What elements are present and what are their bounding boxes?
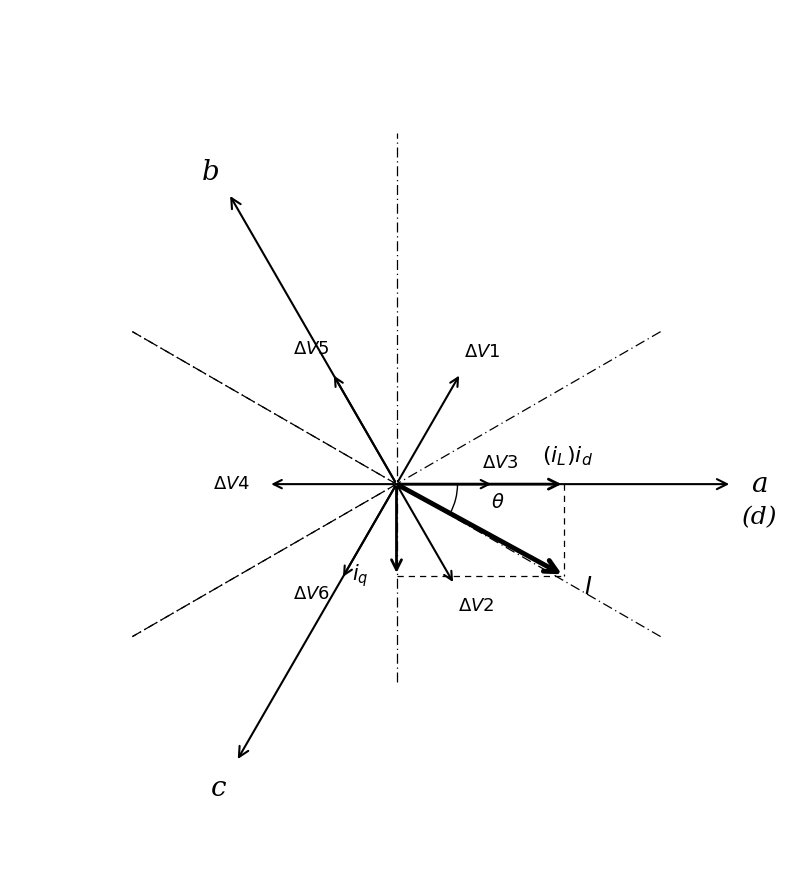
Text: $\Delta V2$: $\Delta V2$ xyxy=(458,597,494,615)
Text: c: c xyxy=(210,775,226,803)
Text: $\Delta V6$: $\Delta V6$ xyxy=(293,585,330,604)
Text: $(i_L)i_d$: $(i_L)i_d$ xyxy=(542,445,592,468)
Text: $\Delta V4$: $\Delta V4$ xyxy=(213,475,251,493)
Text: $I$: $I$ xyxy=(584,576,593,599)
Text: $\Delta V5$: $\Delta V5$ xyxy=(293,340,329,358)
Text: $\theta$: $\theta$ xyxy=(491,492,504,512)
Text: (d): (d) xyxy=(741,506,777,529)
Text: a: a xyxy=(751,471,768,498)
Text: $\Delta V1$: $\Delta V1$ xyxy=(464,343,500,361)
Text: $\Delta V3$: $\Delta V3$ xyxy=(482,454,519,472)
Text: $i_q$: $i_q$ xyxy=(351,562,368,589)
Text: b: b xyxy=(201,159,220,186)
